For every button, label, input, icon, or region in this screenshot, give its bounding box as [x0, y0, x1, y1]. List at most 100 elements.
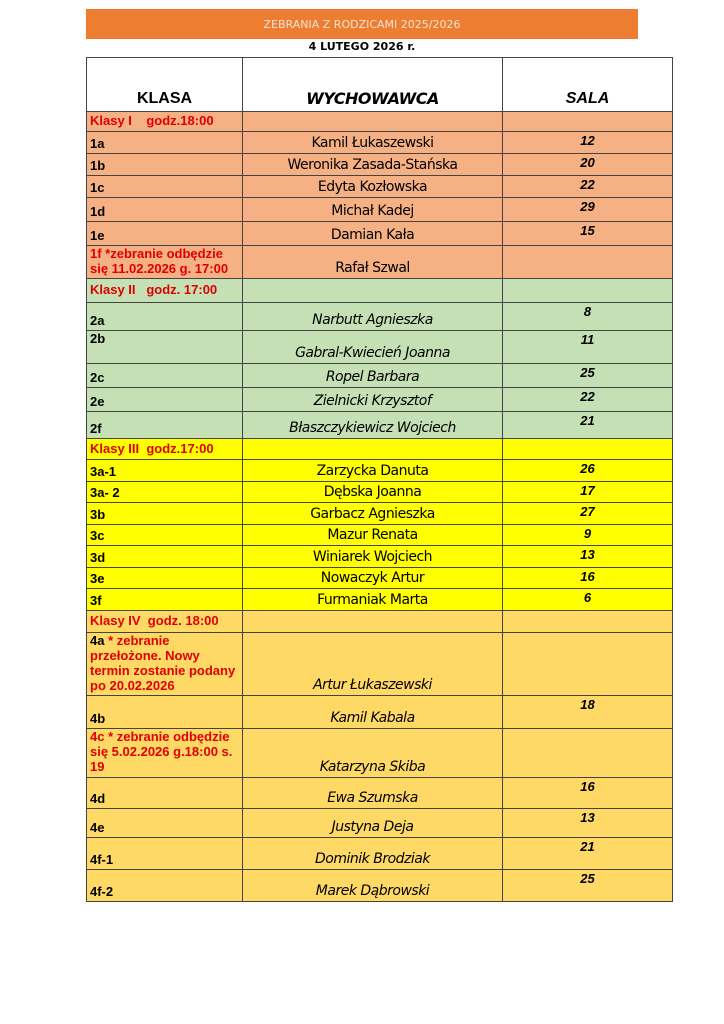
klasa-cell: 4c * zebranie odbędzie się 5.02.2026 g.1… [86, 728, 243, 778]
table-row: 2b Gabral-Kwiecień Joanna 11 [86, 330, 673, 364]
klasa-label: 3f [90, 593, 102, 608]
section-label: Klasy I godz.18:00 [86, 111, 243, 132]
sala-cell: 16 [502, 567, 673, 589]
wychowawca-cell: Winiarek Wojciech [242, 545, 503, 568]
section-label: Klasy II godz. 17:00 [86, 278, 243, 303]
klasa-label: 1d [90, 204, 106, 219]
klasa-cell: 3a- 2 [86, 481, 243, 503]
table-row: 4e Justyna Deja 13 [86, 808, 673, 838]
klasa-cell: 1d [86, 197, 243, 222]
klasa-label: 3a-1 [90, 464, 117, 479]
section-header-row: Klasy III godz.17:00 [86, 438, 673, 460]
klasa-label: 4b [90, 711, 106, 726]
klasa-label: 3c [90, 528, 105, 543]
wychowawca-cell: Narbutt Agnieszka [242, 302, 503, 331]
wychowawca-cell: Marek Dąbrowski [242, 869, 503, 902]
klasa-label: 1e [90, 228, 105, 243]
wychowawca-cell: Nowaczyk Artur [242, 567, 503, 589]
wychowawca-cell: Dominik Brodziak [242, 837, 503, 870]
wychowawca-cell: Garbacz Agnieszka [242, 502, 503, 525]
sala-cell: 20 [502, 153, 673, 176]
wychowawca-cell: Ewa Szumska [242, 777, 503, 809]
sala-cell: 8 [502, 302, 673, 331]
table-row: 1b Weronika Zasada-Stańska 20 [86, 153, 673, 176]
sala-cell: 26 [502, 459, 673, 482]
table-row: 4f-1 Dominik Brodziak 21 [86, 837, 673, 870]
wychowawca-cell: Dębska Joanna [242, 481, 503, 503]
klasa-cell: 4f-1 [86, 837, 243, 870]
table-row: 3b Garbacz Agnieszka 27 [86, 502, 673, 525]
table-row: 4a * zebranie przełożone. Nowy termin zo… [86, 632, 673, 696]
klasa-label: 3a- 2 [90, 485, 120, 500]
wychowawca-cell: Damian Kała [242, 221, 503, 246]
klasa-cell: 1b [86, 153, 243, 176]
sala-cell: 11 [502, 330, 673, 364]
empty-cell [242, 438, 503, 460]
table-row: 4b Kamil Kabala 18 [86, 695, 673, 729]
sala-cell: 21 [502, 837, 673, 870]
klasa-cell: 2a [86, 302, 243, 331]
wychowawca-cell: Błaszczykiewicz Wojciech [242, 411, 503, 439]
klasa-cell: 3f [86, 588, 243, 611]
sala-cell [502, 632, 673, 696]
table-row: 4c * zebranie odbędzie się 5.02.2026 g.1… [86, 728, 673, 778]
wychowawca-cell: Weronika Zasada-Stańska [242, 153, 503, 176]
klasa-label: 4a [90, 633, 105, 649]
sala-cell: 6 [502, 588, 673, 611]
klasa-label: 3b [90, 507, 106, 522]
table-row: 4f-2 Marek Dąbrowski 25 [86, 869, 673, 902]
wychowawca-cell: Artur Łukaszewski [242, 632, 503, 696]
klasa-cell: 2f [86, 411, 243, 439]
klasa-cell: 4b [86, 695, 243, 729]
empty-cell [502, 438, 673, 460]
wychowawca-cell: Edyta Kozłowska [242, 175, 503, 198]
klasa-label: 1b [90, 158, 106, 173]
section-header-row: Klasy II godz. 17:00 [86, 278, 673, 303]
sala-cell: 27 [502, 502, 673, 525]
wychowawca-cell: Mazur Renata [242, 524, 503, 546]
klasa-label: 4f-2 [90, 884, 114, 899]
wychowawca-cell: Katarzyna Skiba [242, 728, 503, 778]
sala-cell [502, 245, 673, 279]
klasa-label: 2f [90, 421, 102, 436]
wychowawca-cell: Gabral-Kwiecień Joanna [242, 330, 503, 364]
header-wychowawca: WYCHOWAWCA [242, 57, 503, 112]
klasa-label: 1c [90, 180, 105, 195]
section-header-row: Klasy IV godz. 18:00 [86, 610, 673, 633]
klasa-cell: 4a * zebranie przełożone. Nowy termin zo… [86, 632, 243, 696]
sala-cell: 22 [502, 175, 673, 198]
section-label: Klasy IV godz. 18:00 [86, 610, 243, 633]
klasa-label: 2e [90, 394, 105, 409]
klasa-cell: 2e [86, 387, 243, 412]
sala-cell [502, 728, 673, 778]
klasa-label: 2c [90, 370, 105, 385]
klasa-cell: 3e [86, 567, 243, 589]
table-row: 1e Damian Kała 15 [86, 221, 673, 246]
sala-cell: 9 [502, 524, 673, 546]
wychowawca-cell: Kamil Kabala [242, 695, 503, 729]
sala-cell: 21 [502, 411, 673, 439]
sala-cell: 15 [502, 221, 673, 246]
sala-cell: 16 [502, 777, 673, 809]
document-title-banner: ZEBRANIA Z RODZICAMI 2025/2026 [86, 9, 638, 39]
table-row: 3a- 2 Dębska Joanna 17 [86, 481, 673, 503]
klasa-cell: 3c [86, 524, 243, 546]
table-row: 3f Furmaniak Marta 6 [86, 588, 673, 611]
header-klasa: KLASA [86, 57, 243, 112]
sala-cell: 25 [502, 869, 673, 902]
klasa-cell: 2b [86, 330, 243, 364]
table-row: 4d Ewa Szumska 16 [86, 777, 673, 809]
table-header-row: KLASA WYCHOWAWCA SALA [86, 57, 673, 112]
sala-cell: 25 [502, 363, 673, 388]
empty-cell [502, 111, 673, 132]
klasa-cell: 1c [86, 175, 243, 198]
klasa-cell: 2c [86, 363, 243, 388]
wychowawca-cell: Kamil Łukaszewski [242, 131, 503, 154]
klasa-cell: 1a [86, 131, 243, 154]
klasa-note: 1f *zebranie odbędzie się 11.02.2026 g. … [90, 246, 229, 277]
empty-cell [242, 111, 503, 132]
table-row: 1a Kamil Łukaszewski 12 [86, 131, 673, 154]
table-row: 3a-1 Zarzycka Danuta 26 [86, 459, 673, 482]
table-row: 1f *zebranie odbędzie się 11.02.2026 g. … [86, 245, 673, 279]
meeting-date: 4 LUTEGO 2026 r. [308, 40, 416, 53]
